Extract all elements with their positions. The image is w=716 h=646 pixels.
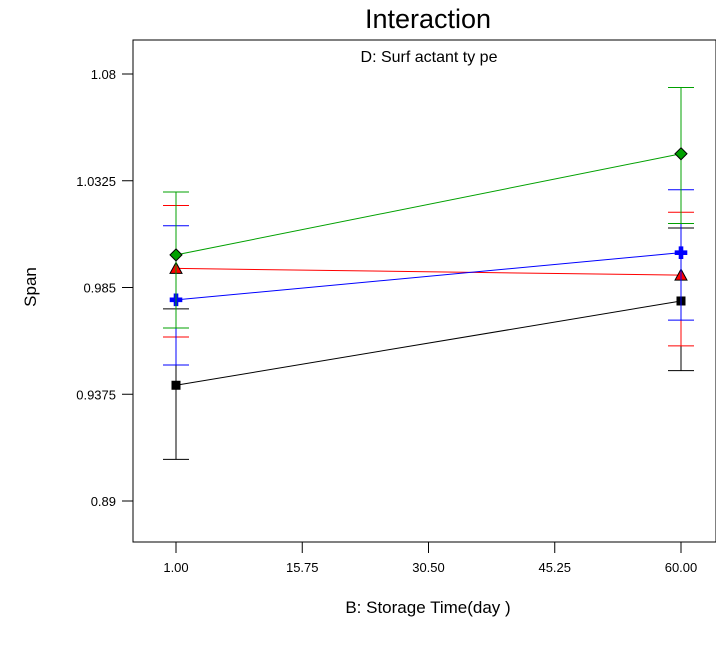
- data-point: [169, 248, 183, 262]
- series-line: [175, 153, 682, 256]
- series-plus: [163, 189, 694, 366]
- plot-frame: [132, 39, 716, 543]
- y-tick-label: 0.89: [91, 494, 116, 509]
- series-line: [175, 252, 682, 301]
- x-tick-label: 15.75: [286, 560, 319, 575]
- y-tick-label: 1.0325: [76, 174, 116, 189]
- x-axis-label: B: Storage Time(day ): [345, 598, 510, 617]
- data-point: [171, 380, 181, 390]
- x-axis: 1.00 15.75 30.50 45.25 60.00: [133, 541, 716, 575]
- chart-subtitle: D: Surf actant ty pe: [361, 49, 498, 66]
- y-tick-label: 1.08: [91, 67, 116, 82]
- y-axis: 0.89 0.9375 0.985 1.0325 1.08: [76, 40, 134, 542]
- y-tick-label: 0.985: [83, 281, 116, 296]
- series-square: [163, 227, 694, 460]
- x-tick-label: 60.00: [665, 560, 698, 575]
- series-triangle: [163, 204, 694, 347]
- x-tick-label: 30.50: [412, 560, 445, 575]
- x-tick-label: 1.00: [163, 560, 188, 575]
- chart-title: Interaction: [365, 4, 491, 34]
- data-point: [674, 147, 688, 161]
- series-line: [175, 300, 682, 386]
- data-point: [674, 246, 688, 259]
- series-line: [175, 267, 682, 276]
- y-tick-label: 0.9375: [76, 387, 116, 402]
- x-tick-label: 45.25: [538, 560, 571, 575]
- y-axis-label: Span: [21, 267, 40, 307]
- series-layer: [163, 86, 694, 460]
- series-diamond: [163, 86, 694, 329]
